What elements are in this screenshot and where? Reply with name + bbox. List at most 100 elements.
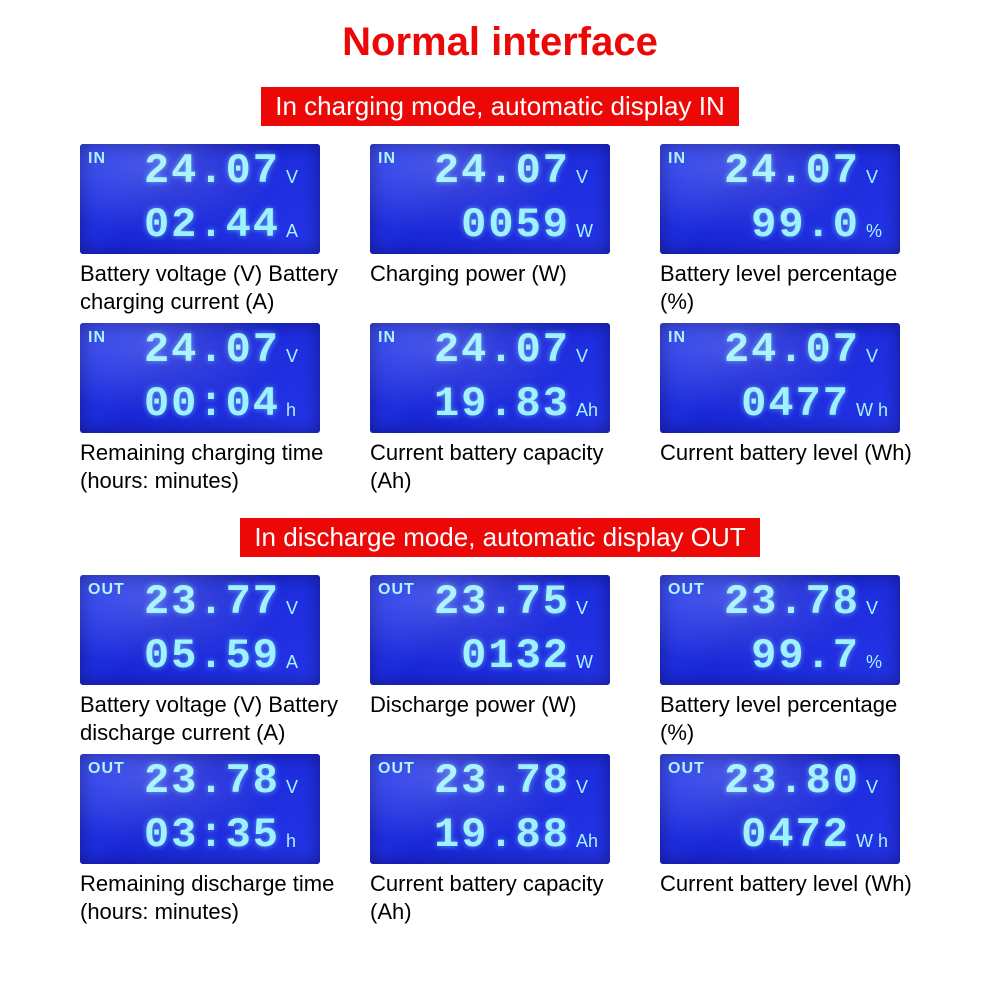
mode-label: IN xyxy=(668,329,686,347)
mode-label: IN xyxy=(378,329,396,347)
lcd-line1: 24.07 V xyxy=(144,150,308,192)
lcd-cell: OUT 23.78 V 19.88 Ah Current battery cap… xyxy=(370,754,630,925)
lcd-line1: 24.07 V xyxy=(724,329,888,371)
lcd-value: 23.75 xyxy=(434,581,570,623)
lcd-unit: V xyxy=(576,346,598,371)
lcd-line2: 99.0 % xyxy=(751,204,888,246)
lcd-unit: V xyxy=(866,598,888,623)
mode-label: OUT xyxy=(668,760,705,778)
lcd-display: IN 24.07 V 00:04 h xyxy=(80,323,320,433)
lcd-caption: Current battery capacity (Ah) xyxy=(370,439,630,494)
lcd-cell: OUT 23.75 V 0132 W Discharge power (W) xyxy=(370,575,630,746)
charging-mode-banner: In charging mode, automatic display IN xyxy=(261,87,738,126)
mode-label: IN xyxy=(378,150,396,168)
mode-label: IN xyxy=(88,329,106,347)
lcd-line2: 03:35 h xyxy=(144,814,308,856)
lcd-line1: 24.07 V xyxy=(434,329,598,371)
lcd-cell: IN 24.07 V 19.83 Ah Current battery capa… xyxy=(370,323,630,494)
page: Normal interface In charging mode, autom… xyxy=(0,0,1000,925)
lcd-caption: Battery voltage (V) Battery discharge cu… xyxy=(80,691,340,746)
lcd-unit: h xyxy=(286,831,308,856)
lcd-unit: V xyxy=(576,598,598,623)
lcd-display: OUT 23.77 V 05.59 A xyxy=(80,575,320,685)
lcd-line1: 23.75 V xyxy=(434,581,598,623)
lcd-cell: OUT 23.77 V 05.59 A Battery voltage (V) … xyxy=(80,575,340,746)
lcd-value: 05.59 xyxy=(144,635,280,677)
lcd-line1: 24.07 V xyxy=(434,150,598,192)
lcd-unit: % xyxy=(866,221,888,246)
lcd-value: 19.83 xyxy=(434,383,570,425)
lcd-value: 23.78 xyxy=(724,581,860,623)
lcd-line2: 19.88 Ah xyxy=(434,814,598,856)
lcd-value: 23.78 xyxy=(434,760,570,802)
lcd-cell: IN 24.07 V 00:04 h Remaining charging ti… xyxy=(80,323,340,494)
lcd-value: 99.7 xyxy=(751,635,860,677)
lcd-display: IN 24.07 V 19.83 Ah xyxy=(370,323,610,433)
lcd-line1: 23.78 V xyxy=(144,760,308,802)
lcd-display: OUT 23.78 V 03:35 h xyxy=(80,754,320,864)
lcd-value: 24.07 xyxy=(724,150,860,192)
lcd-unit: W xyxy=(576,221,598,246)
lcd-line1: 24.07 V xyxy=(144,329,308,371)
lcd-display: IN 24.07 V 99.0 % xyxy=(660,144,900,254)
lcd-line2: 19.83 Ah xyxy=(434,383,598,425)
lcd-caption: Current battery level (Wh) xyxy=(660,439,920,467)
lcd-caption: Remaining discharge time (hours: minutes… xyxy=(80,870,340,925)
lcd-value: 23.78 xyxy=(144,760,280,802)
lcd-unit: Ah xyxy=(576,831,598,856)
mode-label: IN xyxy=(668,150,686,168)
charging-grid: IN 24.07 V 02.44 A Battery voltage (V) B… xyxy=(60,144,940,494)
lcd-unit: V xyxy=(576,777,598,802)
lcd-unit: % xyxy=(866,652,888,677)
lcd-cell: IN 24.07 V 02.44 A Battery voltage (V) B… xyxy=(80,144,340,315)
lcd-value: 23.77 xyxy=(144,581,280,623)
lcd-line2: 99.7 % xyxy=(751,635,888,677)
lcd-value: 24.07 xyxy=(434,329,570,371)
lcd-value: 24.07 xyxy=(144,150,280,192)
lcd-value: 19.88 xyxy=(434,814,570,856)
lcd-caption: Current battery level (Wh) xyxy=(660,870,920,898)
lcd-unit: Ah xyxy=(576,400,598,425)
lcd-value: 0477 xyxy=(741,383,850,425)
lcd-value: 24.07 xyxy=(724,329,860,371)
lcd-display: IN 24.07 V 0477 W h xyxy=(660,323,900,433)
lcd-line2: 0472 W h xyxy=(741,814,888,856)
lcd-unit: V xyxy=(286,346,308,371)
lcd-display: OUT 23.78 V 99.7 % xyxy=(660,575,900,685)
lcd-line1: 23.78 V xyxy=(434,760,598,802)
lcd-value: 24.07 xyxy=(144,329,280,371)
lcd-caption: Discharge power (W) xyxy=(370,691,630,719)
lcd-cell: IN 24.07 V 0059 W Charging power (W) xyxy=(370,144,630,315)
lcd-cell: OUT 23.80 V 0472 W h Current battery lev… xyxy=(660,754,920,925)
lcd-display: OUT 23.75 V 0132 W xyxy=(370,575,610,685)
lcd-value: 23.80 xyxy=(724,760,860,802)
lcd-line2: 0477 W h xyxy=(741,383,888,425)
lcd-line1: 23.80 V xyxy=(724,760,888,802)
lcd-caption: Battery level percentage (%) xyxy=(660,691,920,746)
lcd-caption: Battery level percentage (%) xyxy=(660,260,920,315)
lcd-line2: 0132 W xyxy=(461,635,598,677)
lcd-cell: IN 24.07 V 99.0 % Battery level percenta… xyxy=(660,144,920,315)
lcd-line1: 23.77 V xyxy=(144,581,308,623)
lcd-caption: Battery voltage (V) Battery charging cur… xyxy=(80,260,340,315)
discharge-grid: OUT 23.77 V 05.59 A Battery voltage (V) … xyxy=(60,575,940,925)
lcd-line2: 00:04 h xyxy=(144,383,308,425)
lcd-line2: 0059 W xyxy=(461,204,598,246)
lcd-value: 0472 xyxy=(741,814,850,856)
mode-label: IN xyxy=(88,150,106,168)
lcd-display: IN 24.07 V 02.44 A xyxy=(80,144,320,254)
lcd-display: IN 24.07 V 0059 W xyxy=(370,144,610,254)
lcd-value: 0059 xyxy=(461,204,570,246)
lcd-unit: V xyxy=(866,346,888,371)
lcd-value: 02.44 xyxy=(144,204,280,246)
mode-label: OUT xyxy=(378,581,415,599)
mode-label: OUT xyxy=(378,760,415,778)
lcd-caption: Charging power (W) xyxy=(370,260,630,288)
lcd-value: 0132 xyxy=(461,635,570,677)
lcd-caption: Remaining charging time (hours: minutes) xyxy=(80,439,340,494)
lcd-line1: 23.78 V xyxy=(724,581,888,623)
lcd-value: 99.0 xyxy=(751,204,860,246)
lcd-unit: V xyxy=(286,598,308,623)
mode-label: OUT xyxy=(668,581,705,599)
lcd-line2: 02.44 A xyxy=(144,204,308,246)
